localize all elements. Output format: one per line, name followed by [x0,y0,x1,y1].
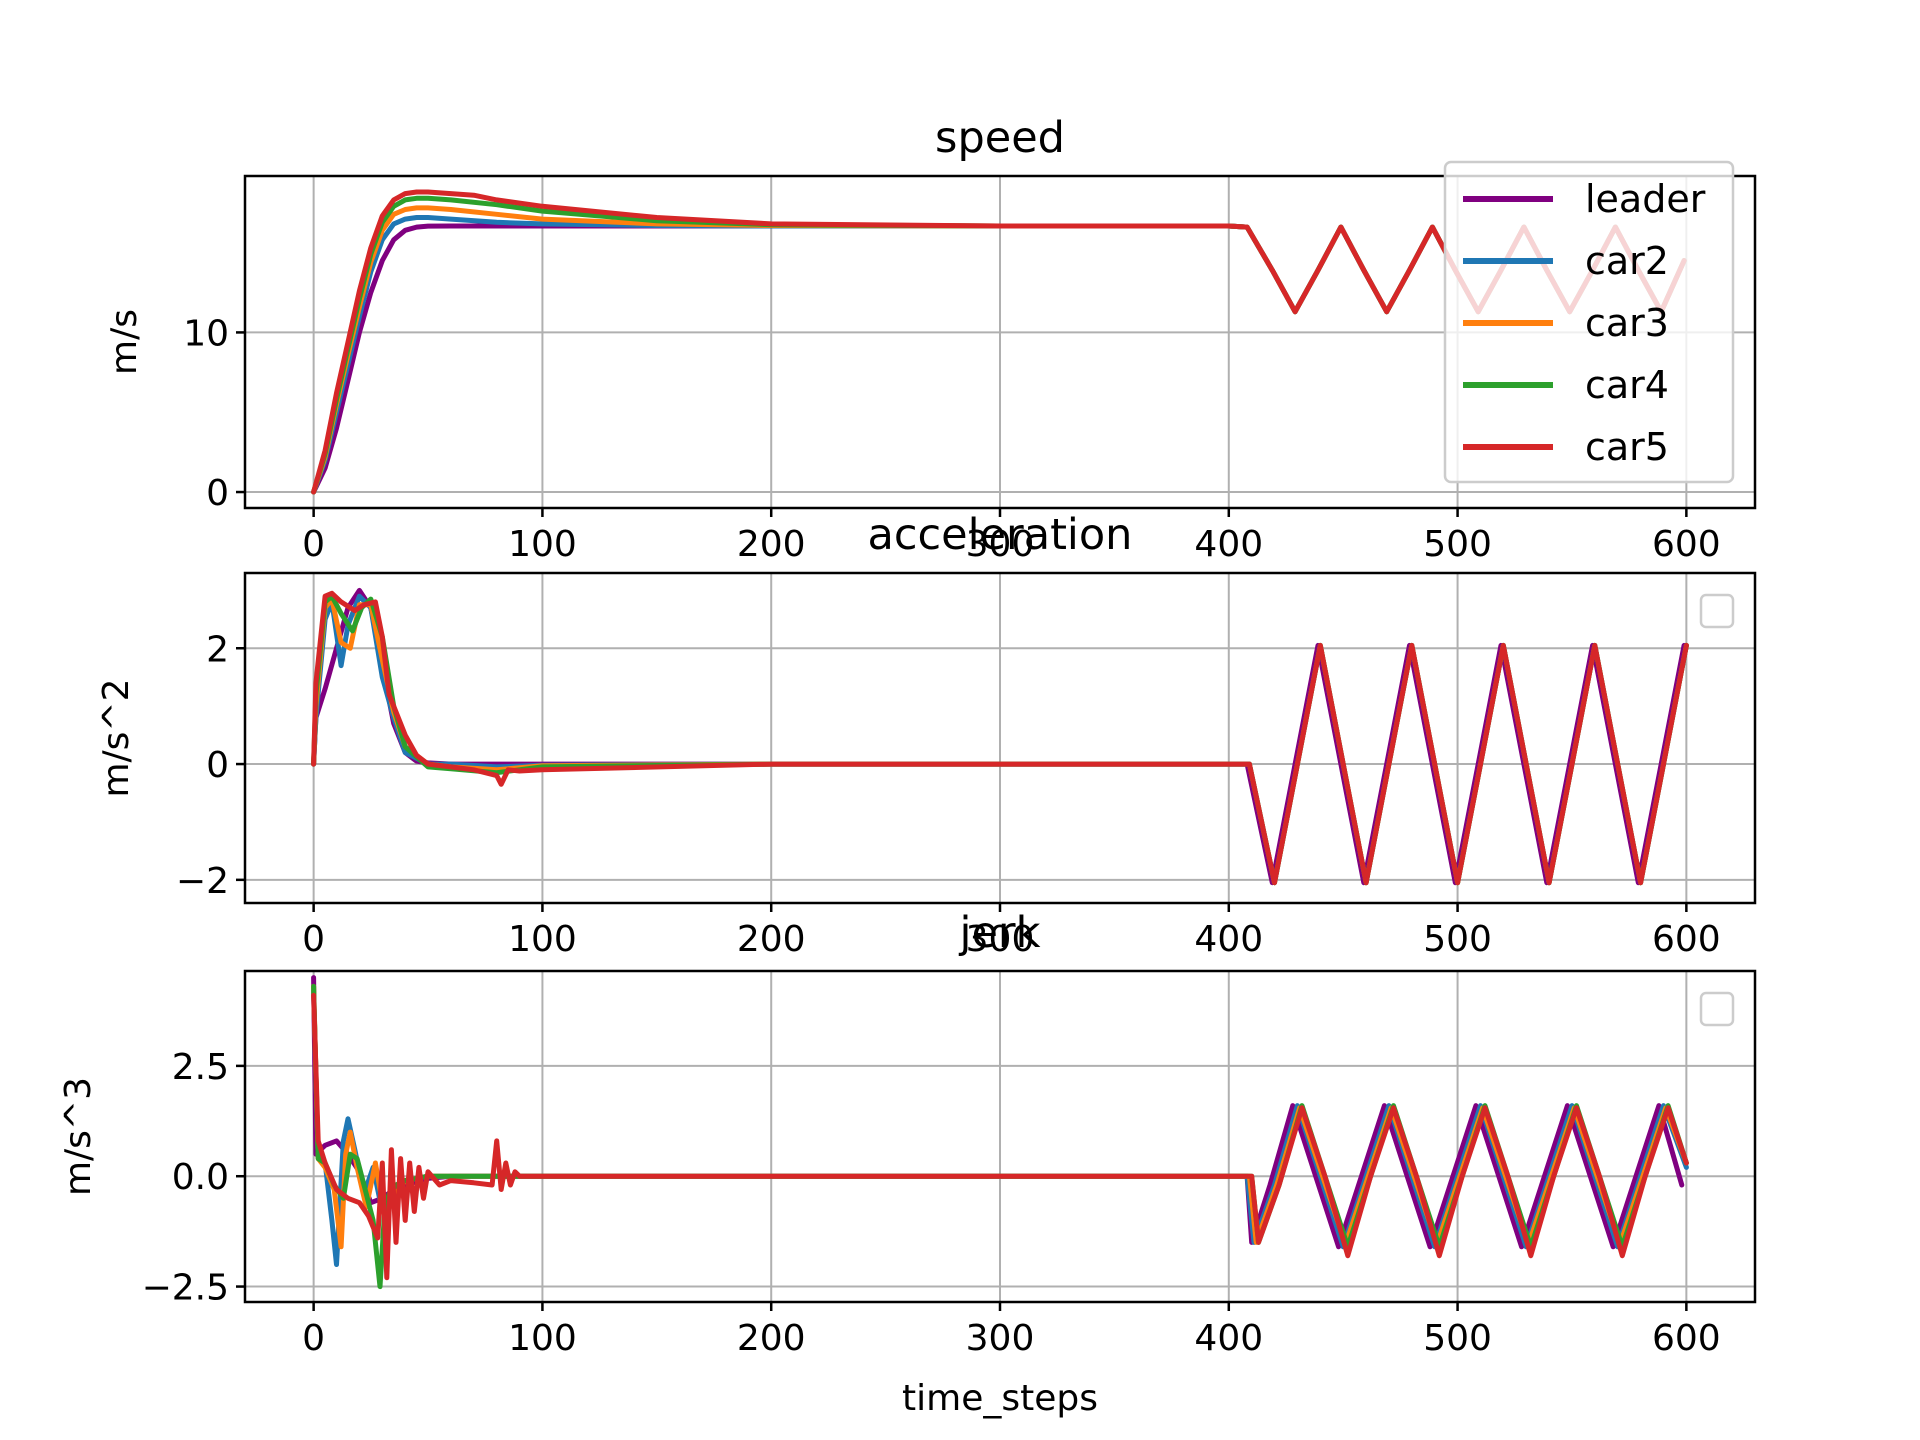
panel-title: jerk [959,908,1041,958]
panel-title: speed [935,113,1065,163]
y-tick-label: 0 [206,745,229,786]
x-tick-label: 200 [737,1318,806,1359]
x-tick-label: 400 [1194,524,1263,565]
y-tick-label: −2.5 [142,1268,229,1309]
legend-box [1443,160,1735,484]
x-tick-label: 600 [1652,524,1721,565]
panel-0: 0 100 200 300 400 500 600 0 10 speed m/s leader car2… [104,113,1757,565]
x-tick-label: 600 [1652,919,1721,960]
x-tick-label: 500 [1423,1318,1492,1359]
series-group [311,587,1689,886]
empty-legend-box [1699,593,1735,629]
x-tick-label: 300 [966,524,1035,565]
empty-legend-box [1699,991,1735,1027]
x-tick-label: 0 [302,1318,325,1359]
y-tick-label: −2 [176,861,229,902]
panel-title: acceleration [868,510,1133,560]
series-line-car5 [311,992,1689,1281]
x-tick-label: 200 [737,919,806,960]
panel-1: 0 100 200 300 400 500 600 −2 0 2 acceleration m/s^2 [96,510,1757,960]
y-axis-label: m/s [104,309,145,375]
legend-label: car4 [1585,363,1669,407]
x-tick-label: 300 [966,1318,1035,1359]
x-tick-label: 600 [1652,1318,1721,1359]
panel-2: 0 100 200 300 400 500 600 −2.5 0.0 2.5 jerk m/s^3 ti… [58,908,1757,1419]
x-tick-label: 100 [508,919,577,960]
y-tick-label: 10 [183,313,229,354]
legend: leader car2 car3 car4 car5 [1443,160,1735,484]
x-tick-label: 400 [1194,1318,1263,1359]
x-tick-label: 100 [508,1318,577,1359]
x-tick-label: 500 [1423,524,1492,565]
x-tick-label: 300 [966,919,1035,960]
series-group [311,975,1689,1290]
y-tick-label: 2 [206,629,229,670]
y-axis-label: m/s^2 [96,678,137,797]
series-line-car5 [311,590,1689,886]
x-axis-label: time_steps [902,1378,1098,1419]
legend-label: car5 [1585,425,1669,469]
y-tick-label: 2.5 [172,1047,229,1088]
x-tick-label: 100 [508,524,577,565]
y-tick-label: 0 [206,473,229,514]
x-tick-label: 500 [1423,919,1492,960]
x-tick-label: 400 [1194,919,1263,960]
legend-label: car2 [1585,239,1669,283]
x-tick-label: 0 [302,919,325,960]
x-tick-label: 200 [737,524,806,565]
x-tick-label: 0 [302,524,325,565]
y-tick-label: 0.0 [172,1157,229,1198]
y-axis-label: m/s^3 [58,1077,99,1196]
legend-label: leader [1585,177,1706,221]
legend-label: car3 [1585,301,1669,345]
